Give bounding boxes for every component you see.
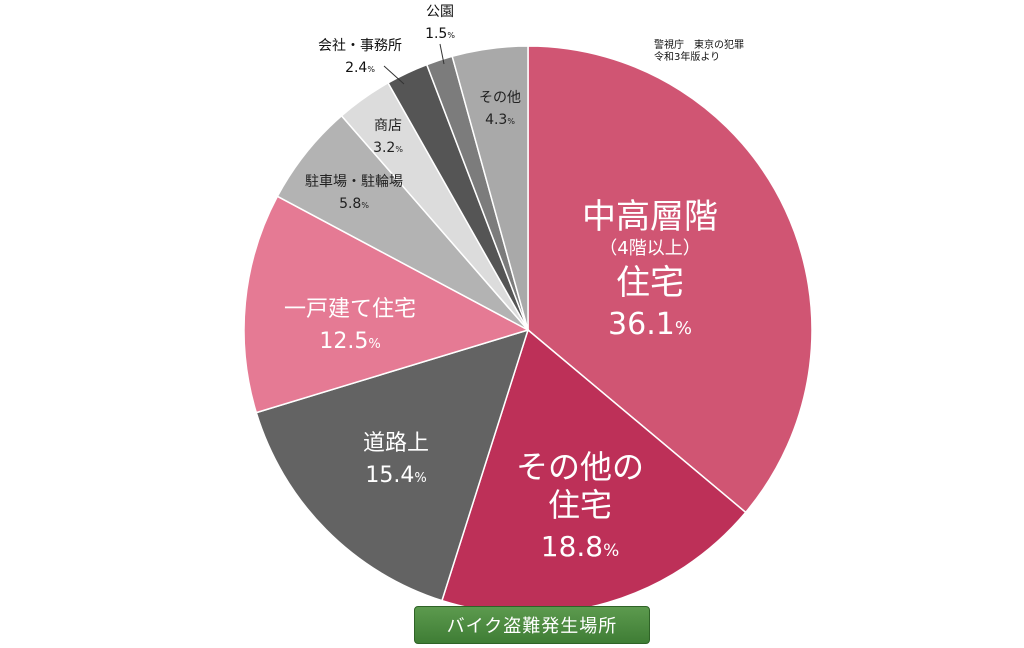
source-note-line1: 警視庁 東京の犯罪: [654, 40, 744, 51]
slice-labels: 中高層階（4階以上）住宅 36.1%その他の住宅 18.8%道路上 15.4%一戸建て…: [284, 4, 718, 563]
leader-lines: [383, 43, 445, 85]
pie-slices: [243, 45, 813, 615]
slice-label-2-line-1: その他の: [516, 448, 644, 486]
slice-label-2: その他の住宅 18.8%: [516, 448, 644, 563]
source-note: 警視庁 東京の犯罪 令和3年版より: [654, 40, 744, 64]
leader-line-7: [383, 65, 405, 85]
slice-value-4: 12.5: [319, 329, 368, 354]
slice-unit-8: %: [447, 31, 455, 40]
slice-unit-2: %: [603, 541, 619, 561]
slice-value-1: 36.1: [608, 307, 675, 342]
slice-label-3-line-1: 道路上: [363, 431, 429, 456]
slice-label-4-line-1: 一戸建て住宅: [284, 297, 416, 322]
slice-label-2-line-2: 住宅: [548, 486, 612, 524]
slice-label-6-line-1: 商店: [374, 118, 402, 134]
slice-value-3: 15.4: [365, 463, 414, 488]
slice-label-7: 会社・事務所 2.4%: [318, 38, 402, 76]
slice-label-4: 一戸建て住宅 12.5%: [284, 297, 416, 354]
slice-value-6: 3.2: [373, 140, 395, 156]
slice-label-1-line-1: 中高層階: [582, 197, 718, 237]
pie-slice-9: [451, 45, 529, 331]
slice-label-1: 中高層階（4階以上） 住宅 36.1%: [582, 197, 718, 342]
slice-unit-1: %: [675, 318, 692, 339]
slice-value-9: 4.3: [485, 112, 507, 128]
slice-label-8: 公園 1.5%: [425, 4, 455, 42]
leader-line-8: [439, 43, 445, 65]
slice-unit-9: %: [507, 117, 515, 126]
slice-label-6: 商店 3.2%: [373, 118, 403, 156]
slice-label-3: 道路上 15.4%: [363, 431, 429, 488]
slice-label-5: 駐車場・駐輪場 5.8%: [305, 173, 403, 212]
slice-value-8: 1.5: [425, 26, 447, 42]
slice-label-1-line-2: （4階以上）: [599, 238, 700, 259]
slice-label-1-line-3: 住宅: [616, 263, 684, 303]
slice-unit-4: %: [368, 337, 380, 352]
slice-label-9: その他 4.3%: [479, 90, 521, 128]
pie-slice-1: [527, 45, 813, 514]
slice-unit-7: %: [367, 65, 375, 74]
slice-label-7-line-1: 会社・事務所: [318, 38, 402, 54]
slice-unit-6: %: [395, 145, 403, 154]
slice-value-5: 5.8: [339, 196, 361, 212]
slice-label-8-line-1: 公園: [426, 4, 454, 20]
pie-slice-3: [255, 328, 530, 602]
chart-caption-badge: バイク盗難発生場所: [414, 606, 650, 644]
pie-slice-4: [243, 195, 530, 414]
slice-value-7: 2.4: [345, 60, 367, 76]
slice-unit-5: %: [361, 201, 369, 210]
source-note-line2: 令和3年版より: [654, 52, 721, 63]
slice-value-2: 18.8: [541, 530, 603, 563]
slice-label-5-line-1: 駐車場・駐輪場: [305, 173, 403, 190]
slice-label-9-line-1: その他: [479, 90, 521, 106]
slice-unit-3: %: [414, 471, 426, 486]
